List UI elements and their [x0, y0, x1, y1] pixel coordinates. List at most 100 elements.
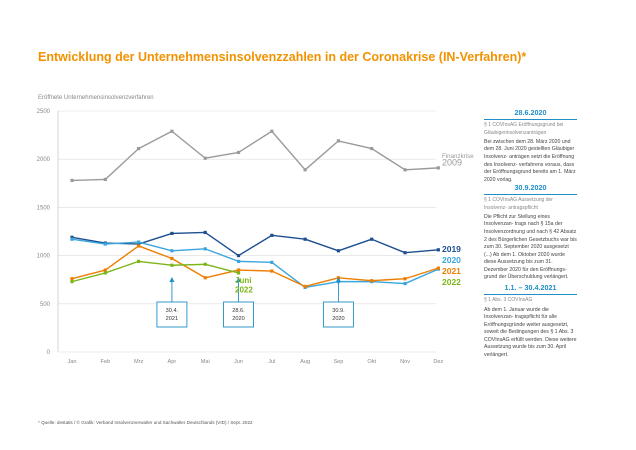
data-point-2021 — [70, 277, 74, 281]
callout-text: 28.6. — [232, 308, 245, 314]
data-point-2019 — [336, 249, 341, 253]
data-point-2009 — [203, 156, 207, 160]
data-point-2009 — [70, 178, 74, 183]
x-tick-label: Jan — [67, 359, 76, 365]
data-point-2022 — [103, 271, 107, 275]
series-label-2020: 2020 — [442, 255, 461, 265]
callout-arrow-head — [169, 277, 175, 283]
data-point-2020 — [70, 237, 74, 241]
data-point-2019 — [170, 231, 174, 236]
y-tick-label: 2000 — [37, 157, 51, 163]
callout-box — [223, 301, 254, 328]
panel-subtitle: § 1 COVInsAG Aussetzung der Insolvenz- a… — [484, 197, 553, 211]
data-point-2019 — [203, 230, 207, 235]
x-tick-labels: Jan Feb Mrz Apr Mai Jun Jul Aug Sep Okt Nov Dez — [67, 359, 443, 365]
chart-title: Entwicklung der Unternehmensinsolvenzzah… — [38, 50, 527, 64]
x-tick-label: Nov — [400, 359, 410, 365]
y-tick-label: 1000 — [37, 254, 51, 260]
data-point-2022 — [203, 262, 207, 266]
data-point-2019 — [70, 235, 74, 239]
series-label-2009: Finanzkrise — [442, 153, 474, 160]
panel-body: Ab dem 1. Januar wurde die Insolvenzan- … — [484, 306, 577, 358]
data-point-2009 — [270, 129, 274, 133]
panel-date: 28.6.2020 — [484, 108, 577, 121]
y-tick-label: 0 — [47, 350, 51, 356]
series-label-2009: 2009 — [442, 158, 462, 168]
data-point-2020 — [103, 242, 107, 246]
data-point-2019 — [236, 254, 241, 258]
data-point-2021 — [170, 256, 174, 261]
series-line-2019 — [71, 231, 439, 257]
series-line-2009 — [71, 130, 439, 182]
callout-text: 30.4. — [166, 308, 179, 314]
panel-date: 30.9.2020 — [484, 183, 577, 196]
footnote: * Quelle: destatis / © Grafik: Verband I… — [38, 420, 253, 425]
data-point-2009 — [236, 150, 241, 155]
series-line-2021 — [71, 245, 439, 288]
data-point-2009 — [370, 146, 374, 151]
series-label-2022: Juni — [235, 276, 251, 285]
panel-subtitle: § 1 Abs. 3 COVInsAG — [484, 297, 533, 304]
y-tick-label: 500 — [40, 302, 51, 308]
x-tick-label: Jul — [268, 359, 275, 365]
info-panel-1: 28.6.2020 § 1 COVInsAG Eröffnungsgrund b… — [484, 108, 577, 184]
x-tick-label: Feb — [100, 359, 110, 365]
data-point-2019 — [137, 242, 141, 246]
series-line-2020 — [71, 238, 439, 289]
panel-body: Bei zwischen dem 28. März 2020 und dem 2… — [484, 138, 576, 183]
data-point-2019 — [370, 237, 374, 241]
data-point-2019 — [403, 251, 407, 255]
callout-box — [156, 301, 188, 328]
chart-grid — [57, 110, 436, 353]
data-point-2009 — [170, 129, 174, 133]
data-point-2009 — [103, 177, 107, 182]
callout-text: 30.9. — [332, 308, 345, 314]
y-axis-title: Eröffnete Unternehmensinsolvenzverfahren — [38, 95, 154, 101]
x-tick-label: Jun — [234, 359, 243, 365]
data-point-2020 — [170, 249, 174, 253]
data-point-2021 — [137, 244, 141, 248]
x-tick-label: Aug — [300, 359, 310, 365]
data-point-2021 — [370, 279, 374, 283]
data-point-2009 — [336, 139, 341, 143]
panel-subtitle: § 1 COVInsAG Eröffnungsgrund bei Gläubig… — [484, 122, 564, 136]
info-panel-2: 30.9.2020 § 1 COVInsAG Aussetzung der In… — [484, 183, 577, 282]
x-tick-label: Apr — [168, 359, 177, 365]
y-tick-label: 1500 — [37, 205, 51, 211]
data-point-2009 — [303, 168, 307, 172]
data-point-2020 — [137, 240, 141, 244]
data-point-2021 — [270, 269, 274, 273]
data-point-2022 — [137, 259, 141, 263]
series-line-2022 — [71, 260, 239, 283]
callout-text: 2020 — [332, 316, 344, 322]
callout-arrow-head — [236, 277, 242, 283]
panel-date: 1.1. – 30.4.2021 — [484, 283, 577, 296]
data-point-2021 — [103, 268, 107, 272]
date-callouts: 30.4. 2021 28.6. 2020 30.9. 2020 — [156, 277, 354, 328]
x-tick-label: Sep — [333, 359, 343, 365]
data-point-2019 — [270, 233, 274, 237]
data-point-2020 — [203, 247, 207, 251]
data-point-2021 — [436, 266, 440, 270]
data-point-2022 — [170, 263, 174, 267]
data-point-2009 — [436, 166, 440, 170]
data-point-2009 — [403, 168, 407, 172]
series-label-2022: 2022 — [442, 277, 461, 287]
series-label-2019: 2019 — [442, 244, 461, 254]
x-tick-label: Mrz — [134, 359, 144, 365]
x-tick-label: Dez — [433, 359, 443, 365]
data-point-2019 — [303, 237, 307, 241]
data-point-2022 — [236, 271, 241, 275]
data-point-2019 — [436, 248, 440, 252]
data-point-2022 — [70, 280, 74, 284]
callout-arrow-head — [335, 277, 341, 283]
data-point-2009 — [137, 146, 141, 151]
panel-body: Die Pflicht zur Stellung eines Insolvenz… — [484, 213, 577, 281]
y-tick-label: 2500 — [37, 109, 51, 115]
callout-text: 2021 — [166, 316, 178, 322]
x-tick-label: Okt — [367, 359, 376, 365]
data-point-2021 — [203, 276, 207, 280]
data-point-2021 — [236, 268, 241, 272]
